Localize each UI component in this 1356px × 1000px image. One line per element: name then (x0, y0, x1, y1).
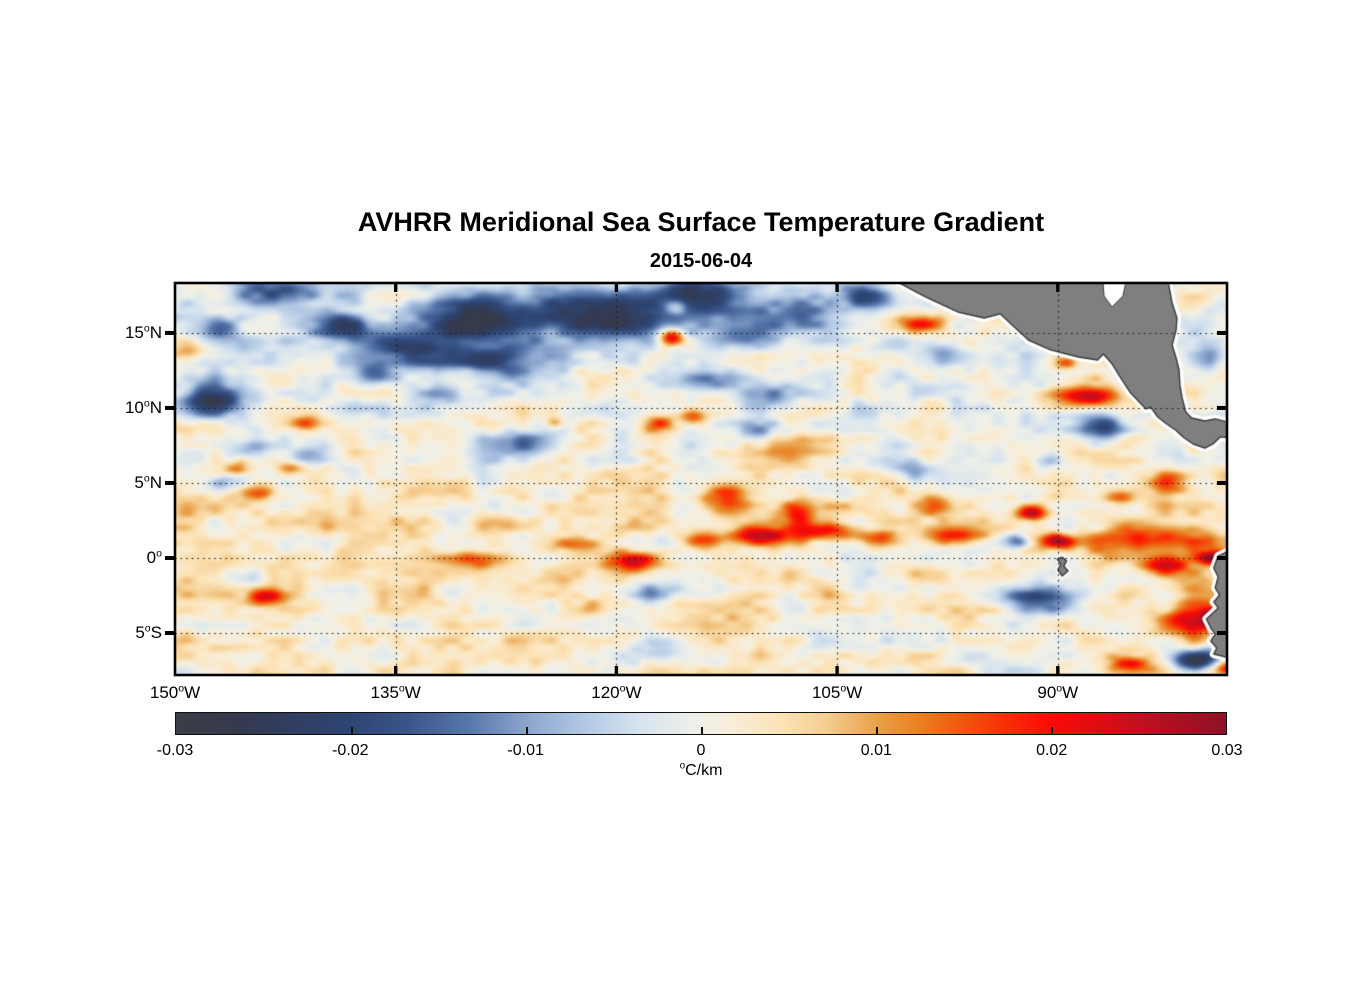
y-tick-label: 10oN (124, 397, 162, 417)
x-tick-label: 135oW (370, 682, 421, 702)
colorbar-tick-label: -0.03 (156, 742, 194, 759)
y-tick-label: 0o (146, 547, 162, 567)
colorbar (175, 712, 1227, 735)
colorbar-tick-label: 0.01 (860, 742, 892, 759)
colorbar-tick-label: 0 (696, 742, 706, 759)
unit-text: C/km (685, 762, 723, 779)
colorbar-tick (876, 727, 878, 734)
colorbar-tick-label: -0.02 (332, 742, 369, 759)
page-title: AVHRR Meridional Sea Surface Temperature… (357, 207, 1045, 237)
x-tick-label: 90oW (1037, 682, 1079, 702)
colorbar-tick-label: -0.01 (507, 742, 544, 759)
colorbar-tick (701, 727, 703, 734)
colorbar-unit-label: oC/km (175, 760, 1227, 780)
date-subtitle: 2015-06-04 (649, 250, 753, 272)
x-tick-label: 105oW (811, 682, 863, 702)
colorbar-tick (1051, 727, 1053, 734)
y-tick-label: 15oN (124, 322, 162, 342)
colorbar-tick-label: 0.02 (1036, 742, 1068, 759)
x-tick-label: 150oW (149, 682, 201, 702)
colorbar-tick-label: 0.03 (1211, 742, 1243, 759)
x-tick-label: 120oW (591, 682, 642, 702)
y-tick-label: 5oN (134, 472, 162, 492)
y-tick-label: 5oS (135, 622, 162, 642)
colorbar-tick (351, 727, 353, 734)
sst-heatmap-canvas (175, 283, 1227, 675)
colorbar-tick (526, 727, 528, 734)
degree-symbol: o (679, 760, 686, 772)
